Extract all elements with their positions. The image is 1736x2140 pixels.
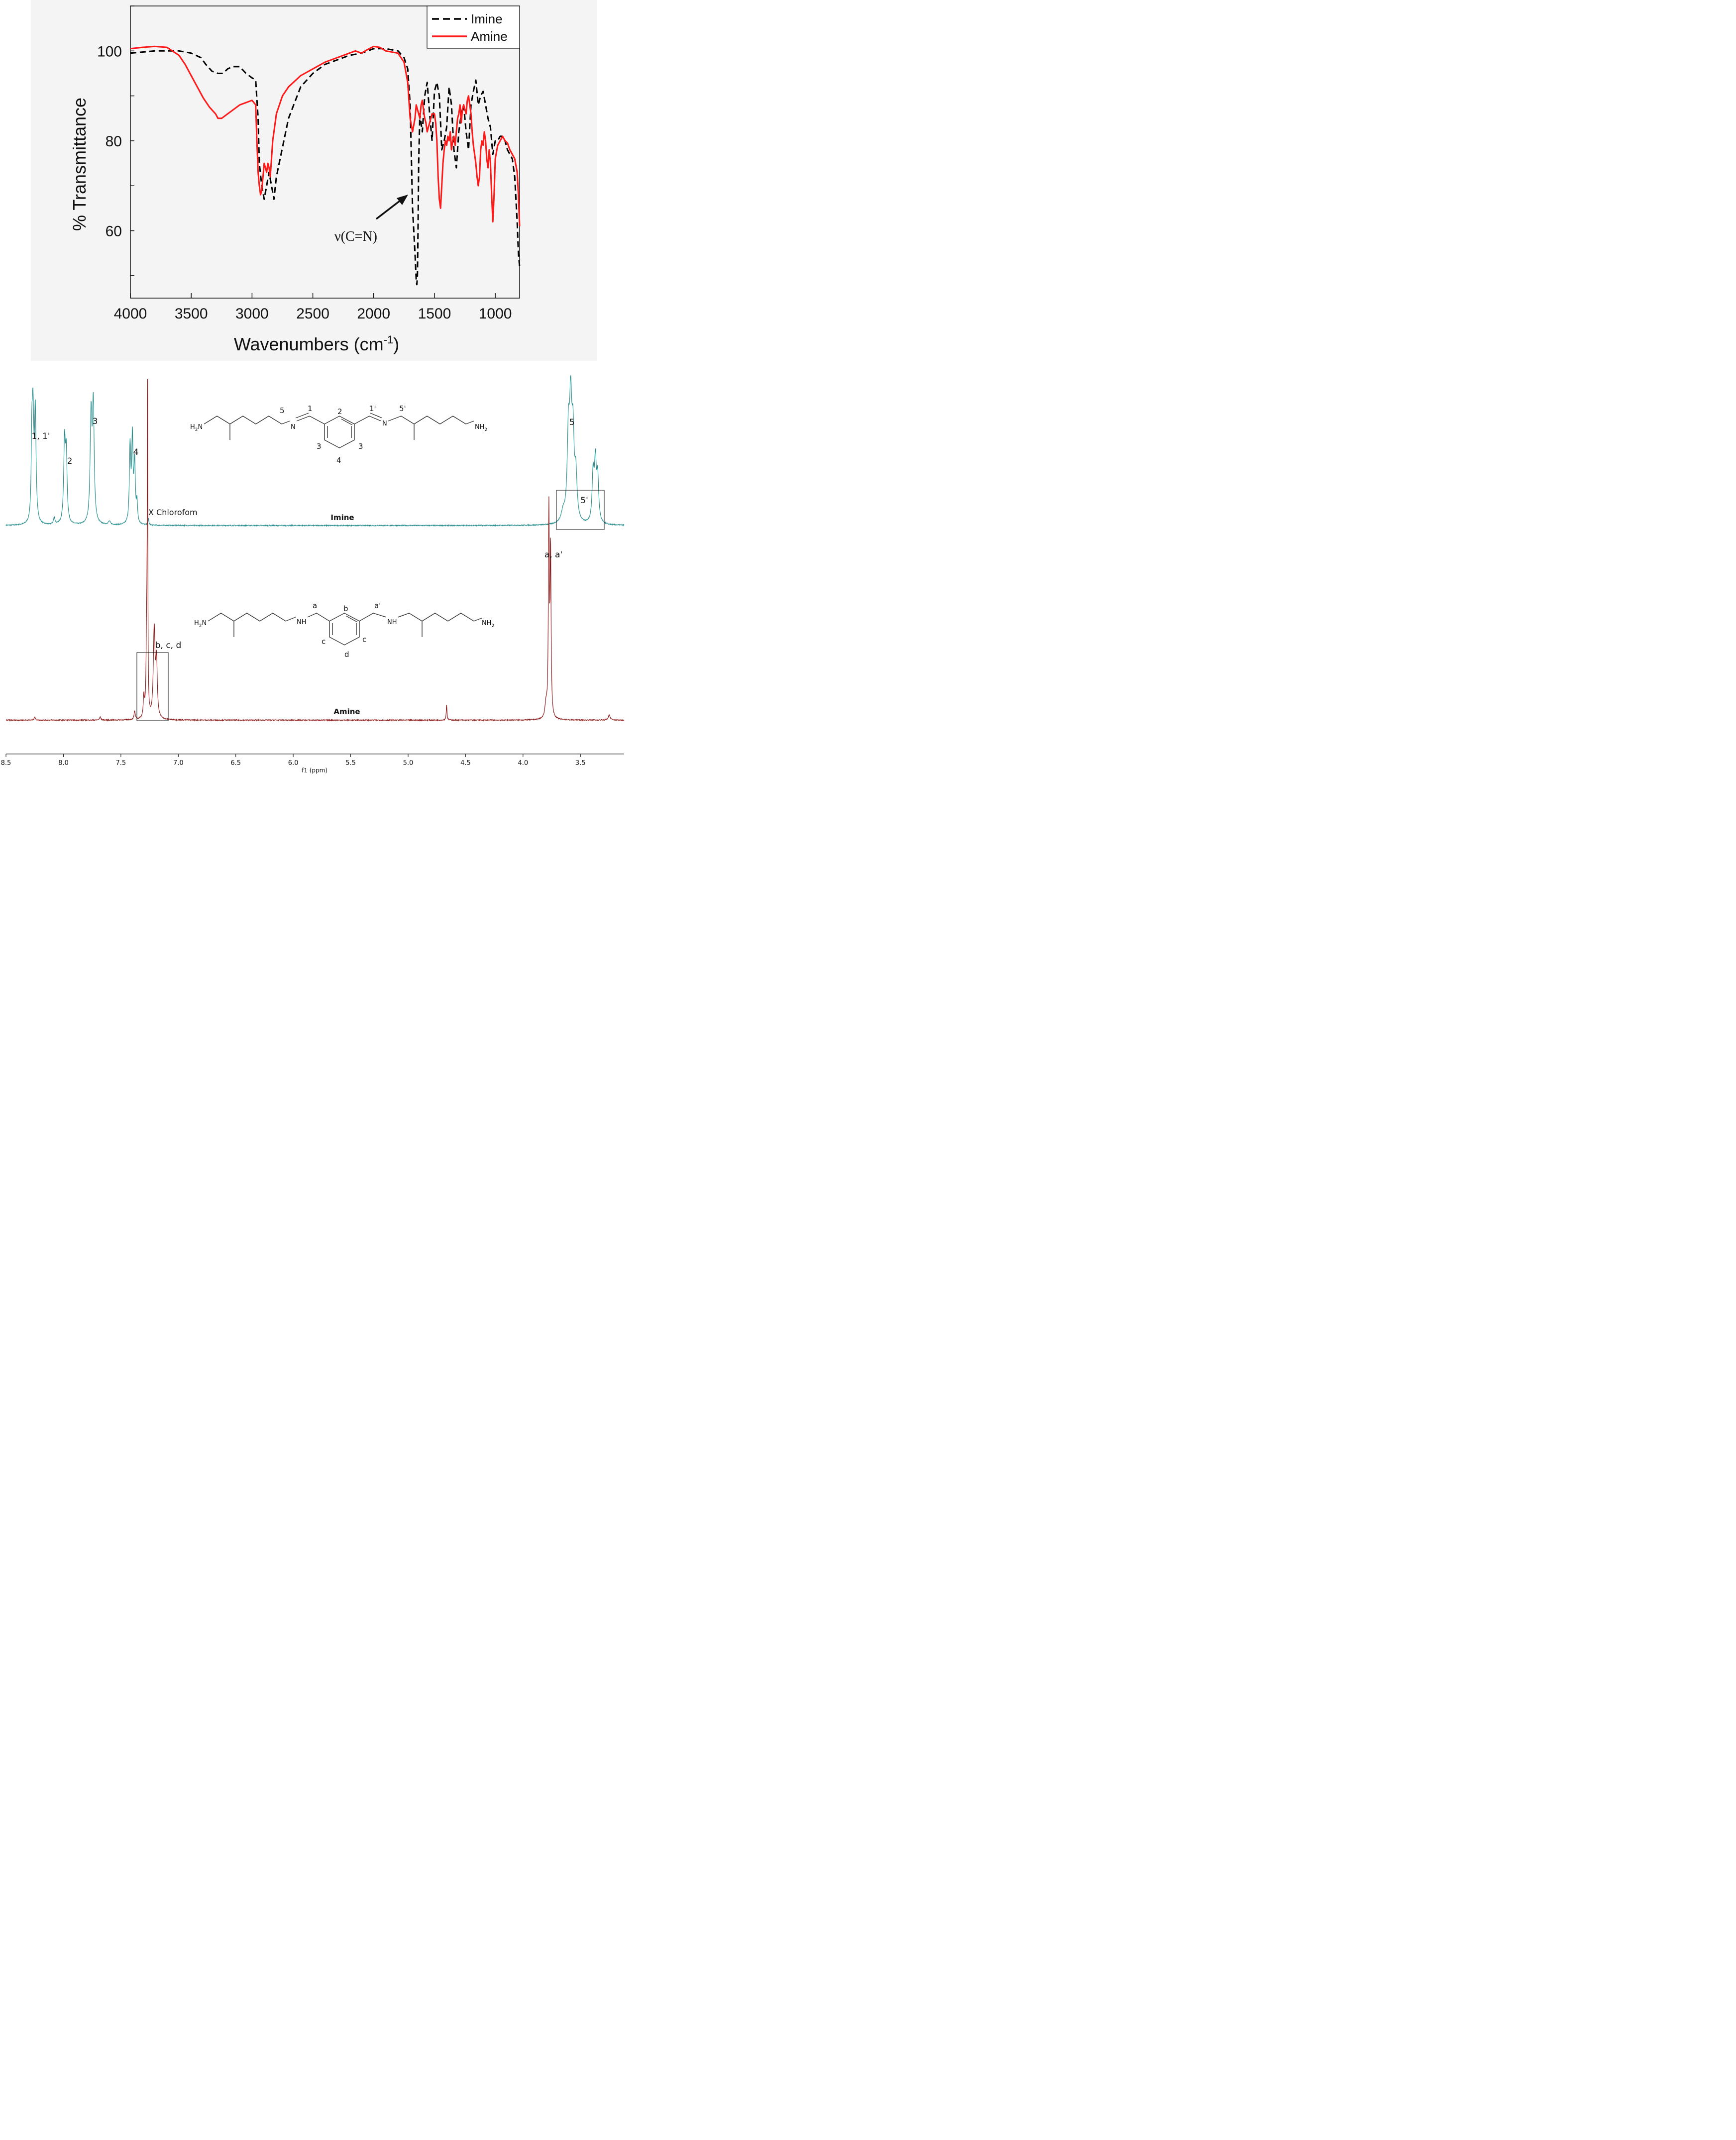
figure: 4000 3500 3000 2500 2000 1500 1000 60 80 100 % Tr… bbox=[0, 0, 629, 775]
nmr-x-tick-label: 7.5 bbox=[116, 759, 126, 767]
nmr-x-tick-label: 8.5 bbox=[1, 759, 11, 767]
nmr-amine-bcd-box bbox=[136, 652, 169, 721]
nmr-peak-label-a-aprime: a, a' bbox=[544, 550, 562, 560]
amine-structure-label-b: b bbox=[343, 604, 348, 613]
amine-structure-right-amine: NH2 bbox=[482, 620, 494, 629]
nmr-chloroform-label: X Chlorofom bbox=[148, 508, 198, 517]
figure-svg: 4000 3500 3000 2500 2000 1500 1000 60 80 100 % Tr… bbox=[1, 0, 625, 774]
amine-structure-left-ch2 bbox=[307, 613, 330, 622]
ir-cn-annotation: ν(C=N) bbox=[334, 195, 408, 244]
nmr-x-tick-label: 6.5 bbox=[230, 759, 241, 767]
ir-background bbox=[31, 0, 597, 361]
amine-structure-left-chain bbox=[208, 613, 296, 622]
imine-structure-left-chain bbox=[204, 416, 290, 425]
ir-annotation-arrow-shaft bbox=[375, 198, 403, 220]
imine-structure-n-left: N bbox=[291, 424, 296, 431]
imine-structure-left-amine: H2N bbox=[190, 424, 203, 432]
nmr-peak-label-4: 4 bbox=[133, 447, 139, 457]
ir-x-tick-label: 2500 bbox=[296, 306, 329, 322]
nmr-x-tick-label: 8.0 bbox=[58, 759, 69, 767]
nmr-x-tick-label: 3.5 bbox=[575, 759, 586, 767]
imine-structure bbox=[204, 413, 474, 448]
amine-structure bbox=[208, 613, 482, 645]
nmr-peak-label-5: 5 bbox=[569, 418, 575, 428]
imine-structure-right-chain bbox=[388, 416, 474, 425]
ir-y-tick-label: 60 bbox=[106, 223, 122, 240]
nmr-axis-ticks: 8.5 8.0 7.5 7.0 6.5 6.0 5.5 5.0 4.5 4.0 3.5 bbox=[1, 754, 586, 767]
ir-y-axis-label: % Transmittance bbox=[69, 98, 90, 231]
imine-structure-left-cn-single bbox=[296, 416, 310, 422]
nmr-x-tick-label: 4.5 bbox=[460, 759, 471, 767]
imine-structure-right-amine: NH2 bbox=[475, 424, 487, 432]
amine-structure-label-a: a bbox=[313, 601, 317, 610]
imine-structure-n-right: N bbox=[382, 420, 387, 428]
imine-structure-label-3-left: 3 bbox=[317, 442, 322, 451]
nmr-peak-label-3: 3 bbox=[93, 417, 98, 427]
amine-structure-right-ch2 bbox=[359, 613, 387, 622]
ir-legend-label-imine: Imine bbox=[471, 11, 503, 26]
nmr-spectrum-imine bbox=[5, 375, 625, 528]
nmr-imine-5-5prime-box bbox=[556, 490, 605, 530]
imine-structure-label-5prime: 5' bbox=[399, 404, 406, 413]
nmr-x-tick-label: 5.0 bbox=[403, 759, 414, 767]
ir-series-amine bbox=[130, 45, 521, 226]
imine-structure-right-cn-single bbox=[369, 416, 382, 422]
ir-x-tick-label: 4000 bbox=[114, 306, 147, 322]
imine-structure-label-1: 1 bbox=[308, 404, 313, 413]
nmr-peak-label-1-1prime: 1, 1' bbox=[31, 431, 50, 441]
imine-structure-ring bbox=[324, 416, 355, 448]
amine-structure-right-chain bbox=[398, 613, 482, 622]
imine-structure-label-1prime: 1' bbox=[369, 404, 376, 413]
imine-structure-right-cn-double bbox=[370, 413, 383, 419]
amine-structure-nh-left: NH bbox=[297, 619, 307, 626]
nmr-spectrum-amine bbox=[5, 379, 625, 722]
ir-axis-ticks: 4000 3500 3000 2500 2000 1500 1000 60 80 100 bbox=[97, 5, 512, 322]
amine-structure-label-aprime: a' bbox=[374, 601, 381, 610]
ir-x-tick-label: 1000 bbox=[479, 306, 512, 322]
ir-x-axis-label: Wavenumbers (cm-1) bbox=[234, 333, 399, 354]
imine-structure-right-ch bbox=[354, 416, 370, 425]
nmr-imine-spectrum-label: Imine bbox=[330, 513, 354, 522]
ir-legend-box bbox=[427, 5, 520, 49]
nmr-amine-spectrum-label: Amine bbox=[333, 707, 360, 716]
nmr-x-tick-label: 5.5 bbox=[345, 759, 356, 767]
ir-annotation-arrow-head bbox=[397, 195, 408, 205]
ir-legend: Imine Amine bbox=[427, 5, 520, 49]
amine-structure-nh-right: NH bbox=[387, 619, 397, 626]
nmr-peak-label-5prime: 5' bbox=[580, 496, 588, 506]
amine-structure-label-d: d bbox=[344, 650, 349, 659]
ir-x-tick-label: 3000 bbox=[235, 306, 269, 322]
amine-structure-label-c-right: c bbox=[362, 635, 366, 644]
imine-structure-label-2: 2 bbox=[337, 407, 342, 416]
ir-annotation-text: ν(C=N) bbox=[334, 229, 377, 244]
amine-structure-label-c-left: c bbox=[322, 637, 326, 646]
nmr-x-axis-label: f1 (ppm) bbox=[302, 767, 327, 774]
nmr-series-group bbox=[5, 375, 625, 722]
imine-structure-left-ch bbox=[309, 416, 325, 425]
amine-structure-ring-bond-c bbox=[346, 616, 358, 623]
nmr-peak-label-2: 2 bbox=[67, 456, 73, 466]
ir-plot-frame bbox=[130, 5, 520, 299]
ir-series-imine bbox=[130, 48, 521, 286]
ir-y-tick-label: 80 bbox=[106, 133, 122, 150]
ir-series-group bbox=[130, 45, 521, 286]
ir-x-tick-label: 1500 bbox=[418, 306, 451, 322]
nmr-x-tick-label: 4.0 bbox=[518, 759, 529, 767]
imine-structure-label-4: 4 bbox=[336, 456, 341, 465]
nmr-x-tick-label: 6.0 bbox=[288, 759, 299, 767]
imine-structure-left-cn-double bbox=[295, 413, 309, 419]
nmr-peak-label-bcd: b, c, d bbox=[155, 641, 182, 650]
ir-x-tick-label: 3500 bbox=[175, 306, 208, 322]
ir-y-tick-label: 100 bbox=[97, 43, 122, 60]
amine-structure-left-amine: H2N bbox=[194, 620, 207, 629]
ir-legend-label-amine: Amine bbox=[471, 29, 508, 44]
amine-structure-ring bbox=[329, 613, 360, 645]
ir-x-tick-label: 2000 bbox=[357, 306, 390, 322]
nmr-x-tick-label: 7.0 bbox=[173, 759, 184, 767]
imine-structure-ring-bond-c bbox=[341, 419, 353, 426]
imine-structure-label-3-right: 3 bbox=[358, 442, 363, 451]
imine-structure-label-5: 5 bbox=[280, 406, 285, 415]
